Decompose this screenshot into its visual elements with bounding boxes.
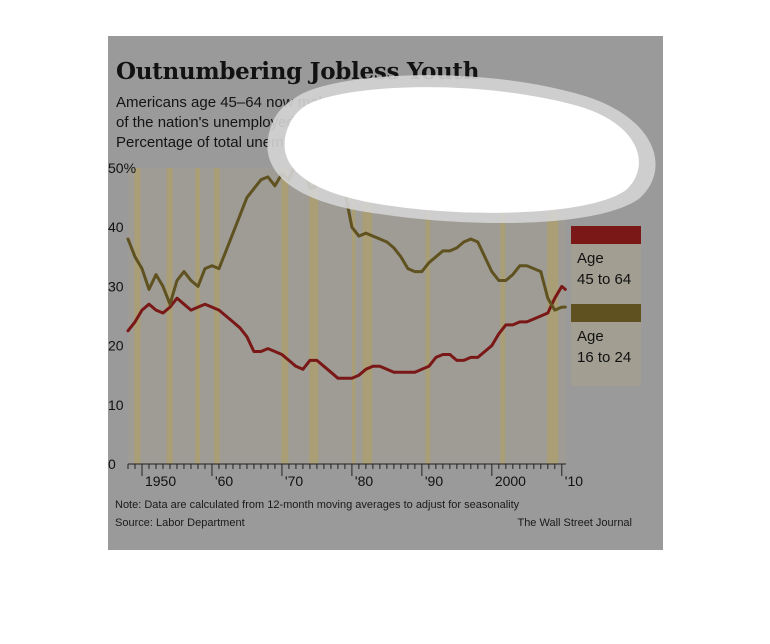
y-tick-label-0: 0: [108, 456, 116, 472]
y-tick-label-50: 50%: [108, 160, 136, 176]
legend-label-age_16_24-2: 16 to 24: [577, 349, 631, 366]
legend-label-age_45_64-1: Age: [577, 250, 604, 267]
recession-band-5: [281, 168, 289, 464]
chart-note: Note: Data are calculated from 12-month …: [115, 499, 520, 511]
recession-band-7: [351, 168, 356, 464]
legend-label-age_45_64-2: 45 to 64: [577, 271, 631, 288]
chart-panel: Outnumbering Jobless Youth Americans age…: [108, 36, 663, 550]
publisher-credit: The Wall Street Journal: [517, 517, 632, 529]
y-tick-label-10: 10: [108, 397, 124, 413]
chart-source: Source: Labor Department: [115, 517, 245, 529]
legend-swatch-recessions: [477, 137, 486, 150]
legend-label-recessions: Recessions: [491, 136, 563, 152]
x-tick-label-1960: '60: [215, 473, 233, 489]
line-chart: 0 10 20 30 40 50% 1950 '60 '70 '80 '90 2000 '10 Reces…: [108, 136, 641, 489]
series-line-age_45_64: [126, 284, 567, 380]
x-tick-label-2000: 2000: [495, 473, 526, 489]
recession-band-10: [500, 168, 506, 464]
x-tick-label-1990: '90: [425, 473, 443, 489]
legend-swatch-age_45_64: [571, 226, 641, 244]
recession-band-8: [362, 168, 373, 464]
y-tick-label-20: 20: [108, 338, 124, 354]
legend-box-age_45_64: [571, 242, 641, 308]
x-tick-label-2010: '10: [565, 473, 583, 489]
y-tick-label-40: 40: [108, 219, 124, 235]
recession-band-3: [195, 168, 201, 464]
x-tick-label-1950: 1950: [145, 473, 176, 489]
legend-swatch-age_16_24: [571, 304, 641, 322]
x-tick-label-1980: '80: [355, 473, 373, 489]
legend-box-age_16_24: [571, 320, 641, 386]
x-tick-label-1970: '70: [285, 473, 303, 489]
recession-band-11: [547, 168, 559, 464]
recession-band-6: [309, 168, 319, 464]
legend-label-age_16_24-1: Age: [577, 328, 604, 345]
recession-band-9: [425, 168, 431, 464]
recession-band-2: [166, 168, 173, 464]
y-tick-label-30: 30: [108, 278, 124, 294]
recession-band-4: [214, 168, 220, 464]
